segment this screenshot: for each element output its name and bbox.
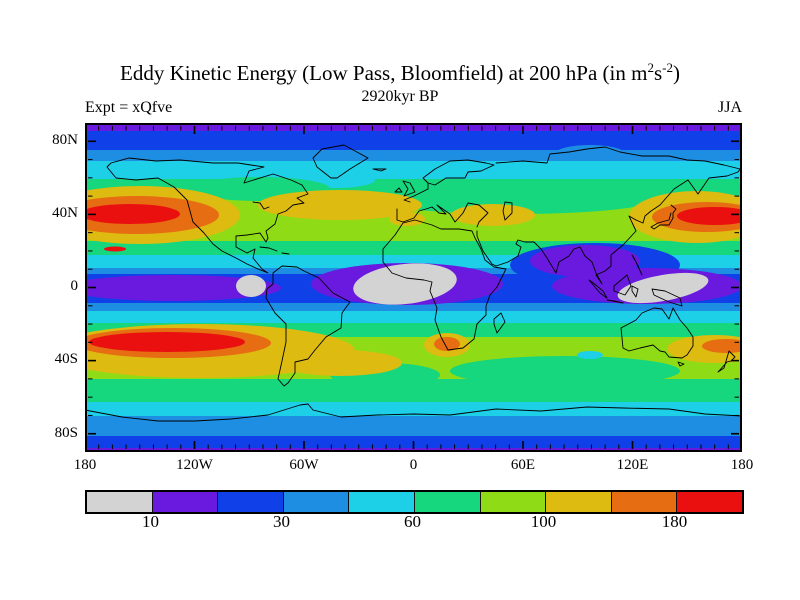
colorbar-label: 60: [404, 512, 421, 531]
coastlines: [85, 144, 742, 422]
y-axis-label: 0: [70, 278, 79, 295]
contour-field: [85, 123, 742, 452]
colorbar-label: 30: [273, 512, 290, 531]
colorbar-label: 180: [661, 512, 688, 531]
x-axis-label: 120E: [616, 457, 649, 473]
colorbar-segment: [349, 492, 415, 512]
x-axis-label: 0: [409, 457, 418, 473]
x-axis-label: 60E: [510, 457, 536, 473]
colorbar-segment: [283, 492, 350, 512]
y-axis-label: 40S: [54, 351, 78, 368]
x-axis-label: 120W: [176, 457, 213, 473]
colorbar-segment: [218, 492, 284, 512]
y-axis-label: 80N: [52, 132, 78, 148]
map-frame: [85, 123, 742, 452]
title-superscript-minus2: -2: [662, 60, 673, 75]
colorbar-segment: [546, 492, 612, 512]
chart-subtitle: 2920kyr BP: [361, 88, 439, 105]
x-axis-label: 180: [73, 457, 97, 473]
colorbar-segment: [480, 492, 547, 512]
colorbar-segment: [87, 492, 153, 512]
experiment-label: Expt = xQfve: [85, 99, 173, 116]
title-close-paren: ): [672, 61, 680, 85]
colorbar-segment: [677, 492, 742, 512]
x-axis-label: 60W: [289, 457, 319, 473]
axis-ticks: [85, 123, 742, 452]
chart-title: Eddy Kinetic Energy (Low Pass, Bloomfiel…: [0, 60, 800, 86]
y-axis-label: 40N: [52, 205, 78, 222]
title-superscript-2: 2: [647, 60, 654, 75]
title-unit: s: [653, 61, 663, 85]
colorbar-segment: [414, 492, 481, 512]
colorbar-segment: [152, 492, 219, 512]
colorbar: [85, 490, 744, 514]
colorbar-label: 100: [530, 512, 557, 531]
season-label: JJA: [717, 99, 742, 116]
colorbar-labels: 10 30 60 100 180: [85, 512, 740, 536]
colorbar-label: 10: [142, 512, 159, 531]
colorbar-segment: [611, 492, 678, 512]
y-axis-label: 80S: [54, 424, 78, 441]
contour-map-svg: [85, 123, 742, 452]
x-axis-label: 180: [730, 457, 754, 473]
map-plot: [85, 123, 742, 452]
title-text: Eddy Kinetic Energy (Low Pass, Bloomfiel…: [120, 61, 648, 85]
